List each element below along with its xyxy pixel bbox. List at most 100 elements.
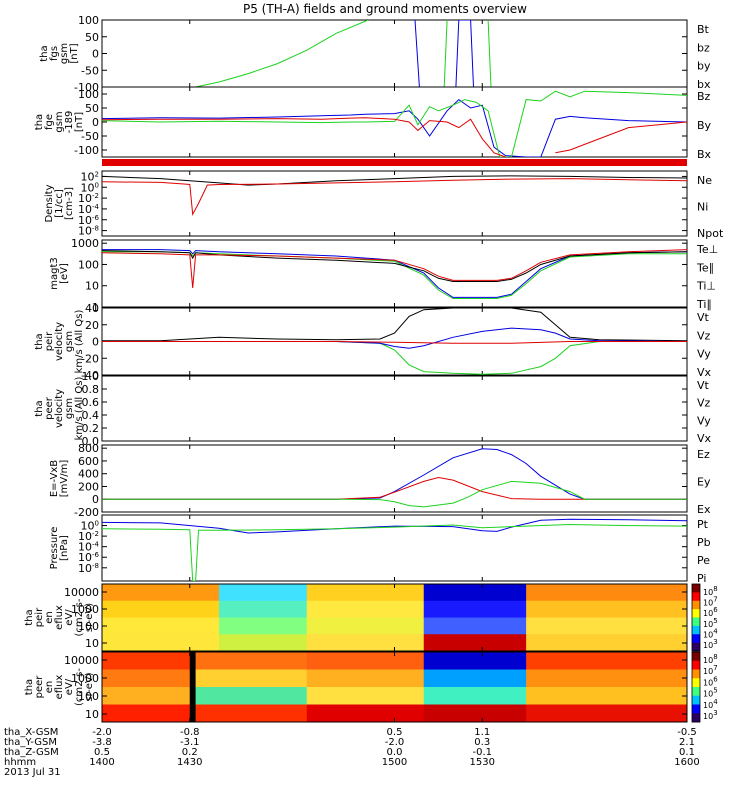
spectrogram-cell bbox=[219, 617, 308, 635]
orbit-row-value: -0.1 bbox=[472, 747, 492, 758]
panel-frame bbox=[101, 19, 688, 88]
spectrogram-cell bbox=[189, 704, 197, 723]
orbit-row-value: 1500 bbox=[382, 757, 407, 768]
separator-bar bbox=[102, 159, 687, 166]
y-label-line: [eV] bbox=[59, 263, 70, 284]
y-tick-label: 0 bbox=[92, 48, 99, 61]
series-by_spikes bbox=[443, 20, 492, 87]
y-label-line: tha bbox=[34, 114, 45, 130]
colorbar-segment bbox=[692, 678, 700, 688]
y-tick-label: 10-4 bbox=[78, 541, 100, 554]
y-tick-label: 20 bbox=[85, 319, 99, 332]
colorbar-tick-label: 103 bbox=[703, 709, 718, 721]
y-axis-label: tha fge gsm -189 [nT] bbox=[34, 111, 85, 134]
y-tick-label: 10-6 bbox=[78, 214, 100, 227]
legend-entry: Vz bbox=[697, 397, 711, 410]
panel-frame bbox=[101, 239, 688, 308]
spectrogram-cell bbox=[219, 584, 308, 602]
y-tick-label: 0.6 bbox=[82, 396, 100, 409]
y-tick-label: -50 bbox=[81, 130, 99, 143]
date-label: 2013 Jul 31 bbox=[4, 767, 61, 778]
y-label-line: km/s (All Qs) bbox=[74, 310, 85, 374]
spectrogram-cell bbox=[306, 669, 425, 688]
y-tick-label: 10-6 bbox=[78, 551, 100, 564]
legend-entry: Te⊥ bbox=[696, 243, 718, 256]
series-by bbox=[102, 20, 582, 87]
y-tick-label: 600 bbox=[78, 455, 99, 468]
colorbar-segment bbox=[692, 592, 700, 602]
y-label-line: [1/cc] bbox=[54, 189, 65, 218]
colorbar-frame bbox=[691, 651, 701, 723]
spectrogram-cell bbox=[306, 584, 425, 602]
colorbar-tick-label: 106 bbox=[703, 675, 718, 687]
orbit-row-value: -2.0 bbox=[385, 737, 405, 748]
y-tick-label: 10 bbox=[85, 280, 99, 293]
y-axis-label: Pressure [nPa] bbox=[49, 527, 70, 570]
y-tick-label: 0 bbox=[92, 116, 99, 129]
y-label-line: eflux bbox=[54, 675, 65, 700]
y-tick-label: 1000 bbox=[71, 672, 99, 685]
y-label-line: tha bbox=[24, 679, 35, 695]
y-label-line: peir bbox=[44, 331, 55, 351]
colorbar-segment bbox=[692, 652, 700, 662]
y-tick-label: 1 bbox=[92, 301, 99, 314]
series-bx bbox=[414, 20, 474, 87]
y-tick-label: 100 bbox=[78, 620, 99, 633]
orbit-row-value: 0.3 bbox=[474, 737, 490, 748]
y-tick-label: 100 bbox=[78, 690, 99, 703]
colorbar-segment bbox=[692, 687, 700, 697]
y-label-line: [nT] bbox=[74, 112, 85, 132]
series-Te∥ bbox=[102, 250, 687, 282]
y-label-line: sr-eV) bbox=[84, 672, 95, 701]
series-Ez bbox=[102, 476, 687, 500]
colorbar-tick-label: 107 bbox=[703, 596, 718, 608]
spectrogram-cell bbox=[423, 634, 527, 652]
y-tick-label: -200 bbox=[74, 506, 99, 519]
series-Vx bbox=[102, 327, 687, 349]
y-tick-label: 40 bbox=[85, 302, 99, 315]
spectrogram-cell bbox=[219, 634, 308, 652]
y-label-line: [cm-3] bbox=[64, 187, 75, 220]
colorbar-tick-label: 107 bbox=[703, 664, 718, 676]
spectrogram-cell bbox=[102, 704, 191, 723]
colorbar-tick-label: 106 bbox=[703, 606, 718, 618]
y-label-line: en bbox=[44, 611, 55, 624]
colorbar-tick-label: 108 bbox=[703, 653, 718, 665]
spectrogram-cell bbox=[423, 600, 527, 618]
orbit-row-value: 0.0 bbox=[387, 747, 403, 758]
series-By bbox=[102, 90, 687, 157]
spectrogram-cell bbox=[423, 669, 527, 688]
colorbar-segment bbox=[692, 609, 700, 618]
spectrogram-cell bbox=[526, 600, 688, 618]
legend-entry: Ey bbox=[697, 476, 711, 489]
orbit-row-value: 0.1 bbox=[679, 747, 695, 758]
orbit-row-value: 1530 bbox=[470, 757, 495, 768]
colorbar-segment bbox=[692, 669, 700, 679]
y-label-line: [nT] bbox=[69, 43, 80, 63]
panel-frame bbox=[101, 375, 688, 442]
y-axis-label: Density [1/cc] [cm-3] bbox=[44, 184, 75, 222]
y-label-line: peer bbox=[34, 675, 45, 699]
y-tick-label: -100 bbox=[74, 81, 99, 94]
colorbar-tick-label: 105 bbox=[703, 617, 718, 629]
spectrogram-cell bbox=[423, 652, 527, 670]
y-tick-label: -100 bbox=[74, 144, 99, 157]
colorbar-tick-label: 105 bbox=[703, 687, 718, 699]
y-axis-label: tha peer velocity gsm km/s (All Qs) bbox=[34, 377, 85, 441]
legend-entry: Npot bbox=[697, 227, 724, 240]
series-Ni bbox=[102, 175, 687, 186]
legend-entry: Ne bbox=[697, 174, 712, 187]
legend-entry: Vy bbox=[697, 414, 711, 427]
y-label-line: eV/ bbox=[64, 609, 75, 626]
series-Pe bbox=[102, 523, 687, 581]
spectrogram-cell bbox=[102, 634, 220, 652]
colorbar-segment bbox=[692, 660, 700, 670]
colorbar-segment bbox=[692, 600, 700, 610]
spectrogram-cell bbox=[423, 687, 527, 705]
